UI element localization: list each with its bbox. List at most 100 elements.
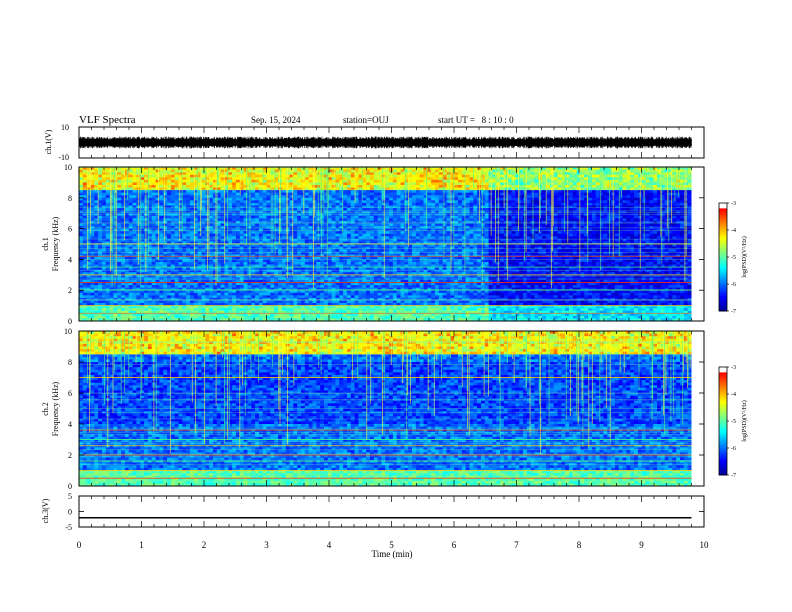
spectrogram-cell [98, 195, 103, 199]
spectrogram-cell [212, 236, 218, 240]
spectrogram-cell [270, 300, 275, 304]
spectrogram-cell [258, 264, 264, 268]
spectrogram-cell [297, 244, 302, 247]
spectrogram-cell [354, 292, 359, 296]
spectrogram-cell [79, 208, 84, 212]
spectrogram-cell [182, 195, 187, 199]
spectrogram-cell [151, 285, 156, 289]
spectrogram-cell [251, 228, 256, 232]
spectrogram-cell [335, 264, 340, 268]
spectrogram-cell [354, 200, 359, 204]
spectrogram-cell [239, 246, 245, 250]
spectrogram-cell [182, 190, 187, 194]
spectrogram-cell [228, 182, 233, 186]
spectrogram-cell [389, 300, 394, 304]
spectrogram-cell [251, 226, 256, 229]
spectrogram-cell [186, 205, 191, 209]
spectrogram-cell [82, 295, 88, 299]
spectrogram-cell [98, 261, 103, 265]
spectrogram-cell [124, 272, 130, 276]
spectrogram-cell [343, 190, 348, 194]
spectrogram-cell [366, 233, 371, 237]
spectrogram-cell [144, 305, 149, 309]
spectrogram-cell [362, 315, 367, 319]
spectrogram-cell [163, 269, 168, 273]
spectrogram-cell [228, 267, 233, 271]
spectrogram-cell [155, 269, 160, 273]
spectrogram-cell [324, 246, 329, 250]
spectrogram-cell [101, 256, 107, 260]
spectrogram-cell [362, 213, 367, 217]
spectrogram-cell [224, 272, 229, 276]
spectrogram-cell [270, 279, 275, 283]
spectrogram-cell [239, 192, 245, 196]
spectrogram-cell [258, 172, 264, 176]
spectrogram-cell [190, 295, 195, 299]
spectrogram-cell [331, 231, 336, 235]
spectrogram-cell [178, 292, 183, 296]
spectrogram-cell [297, 179, 302, 183]
spectrogram-cell [373, 256, 378, 260]
spectrogram-cell [316, 256, 321, 260]
spectrogram-cell [186, 195, 191, 199]
spectrogram-cell [197, 259, 202, 263]
spectrogram-cell [98, 315, 103, 319]
spectrogram-cell [320, 231, 325, 235]
spectrogram-cell [247, 261, 252, 265]
spectrogram-cell [128, 238, 133, 242]
spectrogram-cell [281, 282, 287, 286]
spectrogram-cell [270, 303, 275, 306]
spectrogram-cell [350, 195, 356, 199]
spectrogram-cell [358, 208, 363, 212]
spectrogram-cell [247, 190, 252, 194]
spectrogram-cell [186, 179, 191, 183]
spectrogram-cell [155, 279, 160, 283]
spectrogram-cell [392, 300, 398, 304]
spectrogram-cell [82, 308, 88, 312]
spectrogram-cell [220, 264, 225, 268]
ch1-waveform-ytick-bottom: -10 [58, 153, 69, 162]
spectrogram-cell [212, 256, 218, 260]
spectrogram-cell [140, 231, 145, 235]
spectrogram-cell [174, 261, 179, 265]
spectrogram-cell [140, 208, 145, 212]
spectrogram-cell [155, 305, 160, 309]
spectrogram-cell [320, 261, 325, 265]
spectrogram-cell [274, 267, 279, 271]
spectrogram-cell [366, 295, 371, 299]
spectrogram-cell [163, 241, 168, 245]
spectrogram-cell [297, 269, 302, 273]
spectrogram-cell [239, 223, 245, 227]
spectrogram-cell [392, 295, 398, 299]
spectrogram-cell [216, 238, 222, 242]
spectrogram-cell [301, 220, 306, 224]
spectrogram-cell [128, 259, 133, 263]
spectrogram-cell [151, 172, 156, 176]
spectrogram-cell [243, 300, 248, 304]
spectrogram-cell [308, 249, 313, 253]
spectrogram-cell [79, 202, 84, 206]
spectrogram-cell [281, 197, 287, 201]
spectrogram-cell [389, 267, 394, 271]
spectrogram-cell [293, 285, 298, 289]
spectrogram-cell [316, 251, 321, 255]
spectrogram-cell [331, 226, 336, 229]
spectrogram-cell [140, 285, 145, 289]
spectrogram-cell [232, 251, 237, 255]
spectrogram-cell [339, 238, 344, 242]
spectrogram-cell [193, 261, 199, 265]
spectrogram-cell [128, 208, 133, 212]
spectrogram-cell [155, 261, 160, 265]
spectrogram-cell [247, 269, 252, 273]
spectrogram-cell [124, 246, 130, 250]
spectrogram-cell [316, 264, 321, 268]
spectrogram-cell [350, 249, 356, 253]
spectrogram-cell [79, 279, 84, 283]
spectrogram-cell [159, 303, 164, 306]
spectrogram-cell [105, 190, 111, 194]
spectrogram-cell [113, 256, 118, 260]
spectrogram-cell [170, 279, 176, 283]
spectrogram-cell [308, 315, 313, 319]
spectrogram-cell [151, 310, 156, 314]
spectrogram-cell [262, 310, 267, 314]
